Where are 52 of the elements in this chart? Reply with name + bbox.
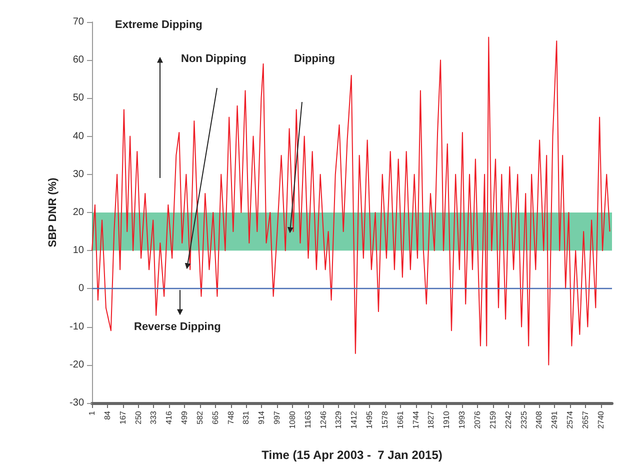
line-series [92,36,610,366]
y-tick-label: -30 [70,398,84,408]
x-tick-label: 1661 [396,410,405,429]
y-tick-label: 0 [78,283,84,294]
y-tick-label: 70 [72,16,84,28]
x-tick-label: 2657 [580,410,590,429]
x-tick-label: 997 [272,410,282,424]
x-tick-label: 2159 [488,410,498,429]
annotation: Reverse Dipping [134,321,221,333]
x-tick-label: 2325 [519,410,528,429]
x-tick-label: 1246 [318,410,328,429]
x-tick-label: 167 [118,410,128,424]
y-tick-label: 10 [72,245,84,256]
x-tick-label: 499 [180,410,190,424]
x-tick-label: 1495 [365,410,374,429]
x-tick-label: 748 [226,410,236,424]
x-tick-label: 665 [210,410,220,424]
x-tick-label: 1910 [442,410,452,429]
x-tick-label: 1578 [380,410,390,429]
annotation: Non Dipping [181,53,246,65]
y-tick-label: -10 [70,321,84,332]
x-tick-label: 2740 [596,410,606,429]
x-tick-label: 250 [134,410,143,424]
x-tick-label: 831 [242,410,251,424]
x-tick-label: 2408 [534,410,544,429]
y-tick-label: 50 [72,92,84,104]
x-tick-label: 84 [102,410,112,420]
y-tick-label: 20 [72,207,84,218]
x-tick-label: 1827 [426,410,436,429]
y-tick-label: -20 [70,359,84,370]
y-tick-label: 40 [72,130,84,142]
x-tick-label: 1744 [411,410,420,429]
x-tick-label: 1080 [288,410,297,429]
y-tick-label: 30 [72,168,84,180]
x-tick-label: 2574 [566,410,575,429]
x-tick-label: 333 [149,410,158,424]
x-tick-label: 1329 [334,410,344,429]
x-tick-label: 2076 [472,410,482,429]
annotation: Dipping [294,53,335,65]
x-tick-label: 1412 [350,410,359,429]
y-axis-title: SBP DNR (%) [47,177,60,248]
x-axis-title: Time (15 Apr 2003 - 7 Jan 2015) [262,448,442,462]
x-tick-label: 1 [88,410,96,416]
x-tick-label: 416 [164,410,174,424]
x-tick-label: 1163 [303,410,312,428]
y-tick-label: 60 [72,54,84,66]
x-tick-label: 914 [257,410,266,424]
annotation: Extreme Dipping [115,19,202,31]
x-tick-label: 2491 [550,410,560,429]
x-tick-label: 582 [195,410,204,424]
x-tick-label: 1993 [458,410,467,429]
x-tick-label: 2242 [504,410,513,429]
